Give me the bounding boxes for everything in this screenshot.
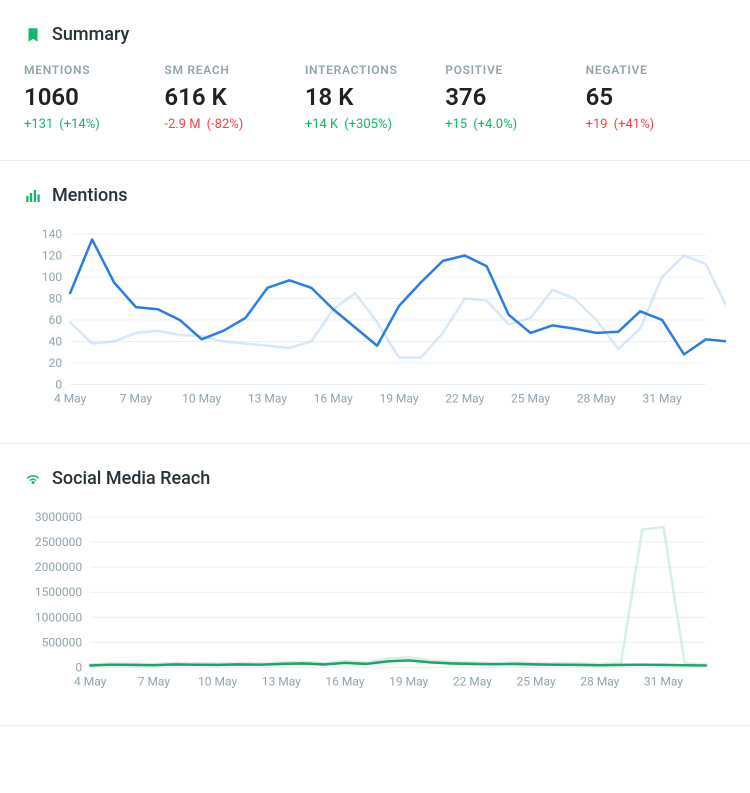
svg-text:13 May: 13 May (248, 391, 287, 405)
svg-text:100: 100 (42, 270, 63, 284)
metric-value: 65 (586, 83, 726, 111)
metric-card: SM REACH 616 K -2.9 M(-82%) (164, 63, 304, 132)
metric-label: POSITIVE (445, 63, 585, 77)
svg-text:28 May: 28 May (577, 391, 616, 405)
svg-text:25 May: 25 May (511, 391, 550, 405)
svg-text:10 May: 10 May (182, 391, 221, 405)
svg-text:3000000: 3000000 (35, 510, 83, 524)
svg-text:28 May: 28 May (580, 674, 619, 688)
summary-section: Summary MENTIONS 1060 +131(+14%) SM REACH 61… (0, 0, 750, 161)
metric-card: NEGATIVE 65 +19(+41%) (586, 63, 726, 132)
svg-text:31 May: 31 May (644, 674, 683, 688)
metric-card: POSITIVE 376 +15(+4.0%) (445, 63, 585, 132)
svg-text:13 May: 13 May (262, 674, 301, 688)
svg-text:25 May: 25 May (517, 674, 556, 688)
metric-label: MENTIONS (24, 63, 164, 77)
metric-delta: +131(+14%) (24, 117, 164, 132)
svg-text:19 May: 19 May (389, 674, 428, 688)
reach-header: Social Media Reach (24, 468, 726, 489)
svg-text:60: 60 (49, 313, 63, 327)
svg-text:22 May: 22 May (453, 674, 492, 688)
svg-text:7 May: 7 May (120, 391, 153, 405)
svg-text:1000000: 1000000 (35, 610, 83, 624)
mentions-section: Mentions 0 20 40 60 80 100 120 140 4 May 7 May 10 … (0, 161, 750, 444)
reach-chart: 0 500000 1000000 1500000 2000000 2500000 30000… (24, 507, 726, 698)
svg-text:120: 120 (42, 249, 63, 263)
svg-text:16 May: 16 May (325, 674, 364, 688)
metric-label: INTERACTIONS (305, 63, 445, 77)
metric-delta: +19(+41%) (586, 117, 726, 132)
metric-delta: -2.9 M(-82%) (164, 117, 304, 132)
svg-text:500000: 500000 (42, 635, 83, 649)
svg-text:0: 0 (75, 660, 82, 674)
svg-text:20: 20 (49, 356, 63, 370)
metric-label: SM REACH (164, 63, 304, 77)
metric-delta: +14 K(+305%) (305, 117, 445, 132)
svg-text:140: 140 (42, 227, 63, 241)
mentions-header: Mentions (24, 185, 726, 206)
metric-label: NEGATIVE (586, 63, 726, 77)
svg-text:40: 40 (49, 334, 63, 348)
metrics-row: MENTIONS 1060 +131(+14%) SM REACH 616 K -2.9 … (24, 63, 726, 132)
svg-text:10 May: 10 May (198, 674, 237, 688)
metric-value: 616 K (164, 83, 304, 111)
bar-chart-icon (24, 187, 42, 205)
metric-card: INTERACTIONS 18 K +14 K(+305%) (305, 63, 445, 132)
wifi-icon (24, 469, 42, 487)
metric-card: MENTIONS 1060 +131(+14%) (24, 63, 164, 132)
bookmark-icon (24, 26, 42, 44)
metric-value: 18 K (305, 83, 445, 111)
svg-text:16 May: 16 May (314, 391, 353, 405)
metric-value: 376 (445, 83, 585, 111)
metric-value: 1060 (24, 83, 164, 111)
svg-text:2000000: 2000000 (35, 560, 83, 574)
svg-text:31 May: 31 May (643, 391, 682, 405)
svg-text:1500000: 1500000 (35, 585, 83, 599)
svg-text:80: 80 (49, 292, 63, 306)
metric-delta: +15(+4.0%) (445, 117, 585, 132)
summary-title: Summary (52, 24, 129, 45)
svg-text:4 May: 4 May (54, 391, 87, 405)
mentions-title: Mentions (52, 185, 127, 206)
svg-text:4 May: 4 May (74, 674, 107, 688)
reach-section: Social Media Reach 0 500000 1000000 1500000… (0, 444, 750, 727)
svg-text:7 May: 7 May (138, 674, 171, 688)
summary-header: Summary (24, 24, 726, 45)
reach-title: Social Media Reach (52, 468, 210, 489)
svg-text:2500000: 2500000 (35, 535, 83, 549)
svg-text:0: 0 (55, 377, 62, 391)
svg-text:22 May: 22 May (445, 391, 484, 405)
svg-text:19 May: 19 May (379, 391, 418, 405)
mentions-chart: 0 20 40 60 80 100 120 140 4 May 7 May 10 May 13 May… (24, 224, 726, 415)
